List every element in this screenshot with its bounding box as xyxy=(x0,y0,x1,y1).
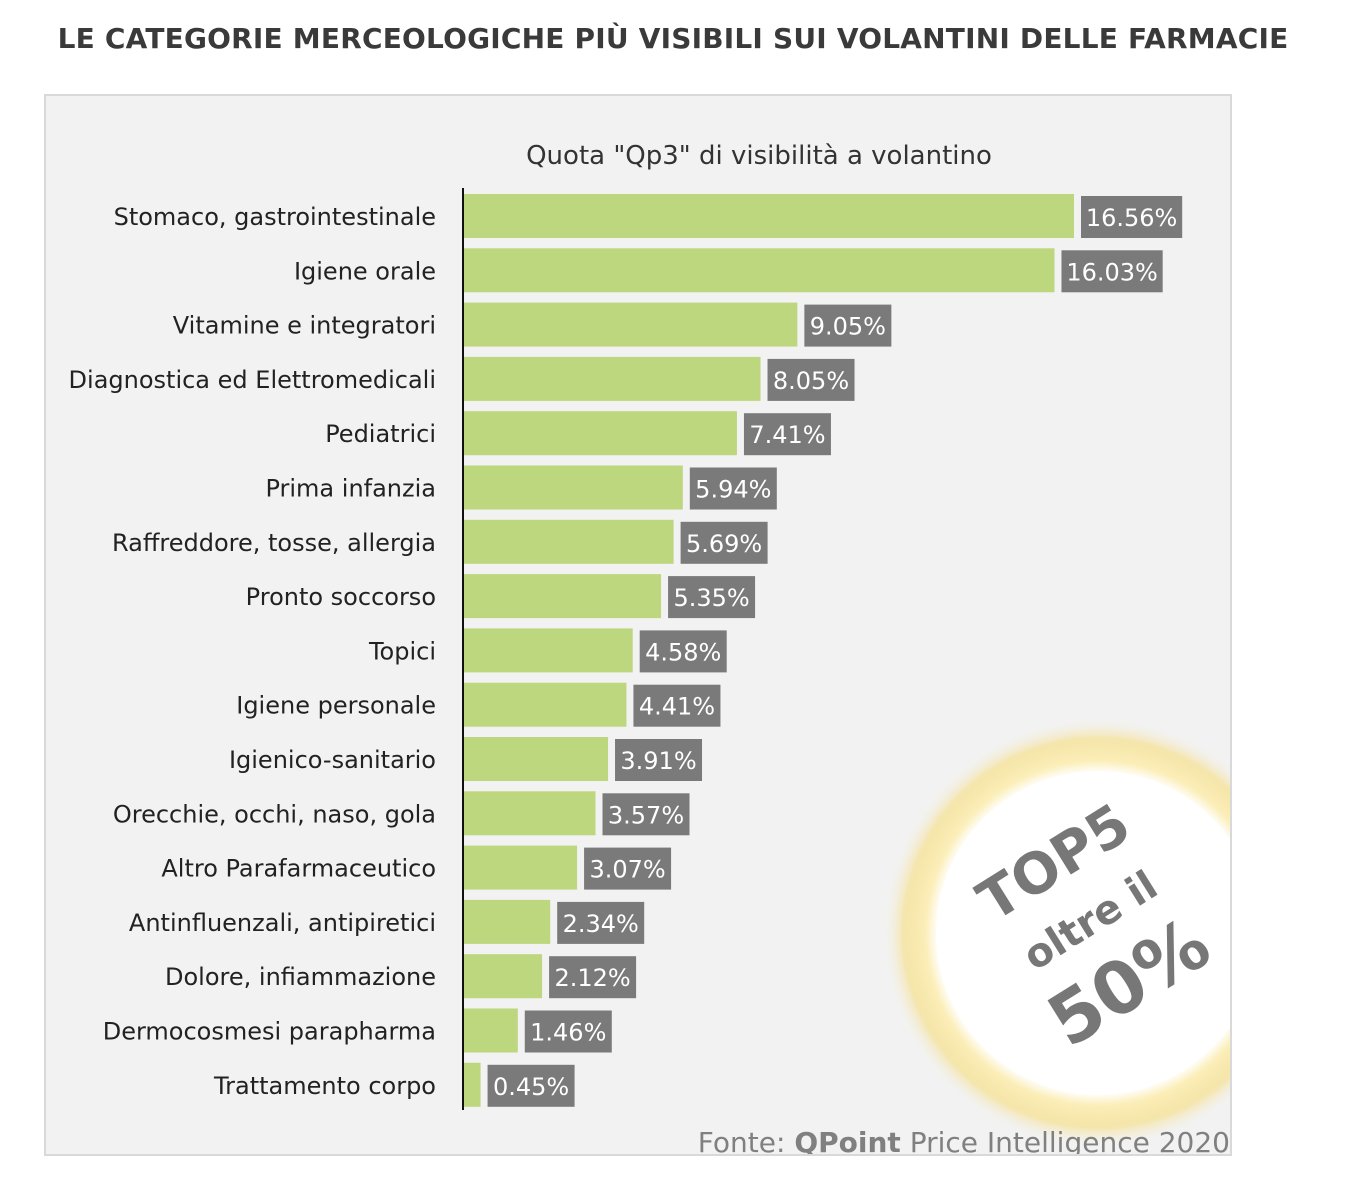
value-label-igienico-sanitario: 3.91% xyxy=(620,747,696,775)
bar-diagnostica-ed-elettromedicali xyxy=(464,356,761,401)
value-label-bg-altro-parafarmaceutico xyxy=(584,847,672,890)
value-label-igiene-personale: 4.41% xyxy=(639,693,715,721)
category-label-stomaco-gastrointestinale: Stomaco, gastrointestinale xyxy=(114,203,436,231)
bar-trattamento-corpo xyxy=(464,1062,481,1107)
value-label-bg-topici xyxy=(639,630,727,673)
bars-layer: Stomaco, gastrointestinale 16.56% Igiene o… xyxy=(69,194,1183,1107)
value-label-bg-igiene-personale xyxy=(633,684,721,727)
value-label-trattamento-corpo: 0.45% xyxy=(493,1073,569,1101)
page-title: LE CATEGORIE MERCEOLOGICHE PIÙ VISIBILI … xyxy=(57,22,1289,55)
bar-vitamine-e-integratori xyxy=(464,302,798,347)
value-label-bg-diagnostica-ed-elettromedicali xyxy=(767,358,855,401)
category-label-prima-infanzia: Prima infanzia xyxy=(265,475,436,503)
value-label-bg-dermocosmesi-parapharma xyxy=(524,1010,612,1053)
category-label-antinfluenzali-antipiretici: Antinfluenzali, antipiretici xyxy=(129,909,436,937)
category-label-altro-parafarmaceutico: Altro Parafarmaceutico xyxy=(161,855,436,883)
value-label-bg-dolore-infiammazione xyxy=(549,956,637,999)
bar-igiene-personale xyxy=(464,682,627,727)
bar-prima-infanzia xyxy=(464,465,683,510)
source-prefix: Fonte: xyxy=(698,1126,795,1154)
category-label-igiene-orale: Igiene orale xyxy=(294,257,436,285)
value-label-vitamine-e-integratori: 9.05% xyxy=(810,313,886,341)
value-label-antinfluenzali-antipiretici: 2.34% xyxy=(563,910,639,938)
value-label-bg-orecchie-occhi-naso-gola xyxy=(602,793,690,836)
value-label-diagnostica-ed-elettromedicali: 8.05% xyxy=(773,367,849,395)
value-label-bg-prima-infanzia xyxy=(689,467,777,510)
value-label-stomaco-gastrointestinale: 16.56% xyxy=(1086,204,1178,232)
bar-dolore-infiammazione xyxy=(464,954,543,999)
badge-circle xyxy=(936,771,1230,1095)
value-label-bg-raffreddore-tosse-allergia xyxy=(680,521,768,564)
category-label-diagnostica-ed-elettromedicali: Diagnostica ed Elettromedicali xyxy=(69,366,436,394)
top5-badge: TOP5 oltre il 50% xyxy=(882,717,1230,1149)
category-label-pediatrici: Pediatrici xyxy=(325,420,436,448)
bar-pronto-soccorso xyxy=(464,574,662,619)
value-label-dermocosmesi-parapharma: 1.46% xyxy=(530,1019,606,1047)
bar-antinfluenzali-antipiretici xyxy=(464,899,551,944)
value-label-bg-trattamento-corpo xyxy=(487,1064,575,1107)
bar-igiene-orale xyxy=(464,248,1055,293)
source-suffix: Price Intelligence 2020 xyxy=(901,1126,1230,1154)
bar-pediatrici xyxy=(464,411,737,456)
bar-igienico-sanitario xyxy=(464,737,609,781)
source-brand: QPoint xyxy=(794,1126,900,1154)
bar-topici xyxy=(464,628,633,673)
category-label-topici: Topici xyxy=(368,637,436,665)
value-label-pronto-soccorso: 5.35% xyxy=(673,584,749,612)
bar-dermocosmesi-parapharma xyxy=(464,1008,518,1053)
value-label-igiene-orale: 16.03% xyxy=(1066,258,1158,286)
value-label-bg-igienico-sanitario xyxy=(615,739,703,781)
category-label-pronto-soccorso: Pronto soccorso xyxy=(246,583,436,611)
bar-chart: Quota "Qp3" di visibilità a volantino St… xyxy=(69,141,1230,1154)
value-label-altro-parafarmaceutico: 3.07% xyxy=(589,856,665,884)
category-label-igienico-sanitario: Igienico-sanitario xyxy=(229,746,436,774)
chart-panel: Quota "Qp3" di visibilità a volantino St… xyxy=(44,94,1232,1156)
category-label-vitamine-e-integratori: Vitamine e integratori xyxy=(173,312,436,340)
value-label-bg-vitamine-e-integratori xyxy=(804,304,892,347)
value-label-bg-pronto-soccorso xyxy=(668,576,756,619)
value-label-dolore-infiammazione: 2.12% xyxy=(554,964,630,992)
value-label-bg-antinfluenzali-antipiretici xyxy=(557,901,645,944)
source-credit: Fonte: QPoint Price Intelligence 2020 xyxy=(698,1126,1230,1154)
value-label-raffreddore-tosse-allergia: 5.69% xyxy=(686,530,762,558)
value-label-bg-pediatrici xyxy=(743,413,831,456)
chart-title: Quota "Qp3" di visibilità a volantino xyxy=(526,141,992,171)
bar-stomaco-gastrointestinale xyxy=(464,194,1074,238)
bar-orecchie-occhi-naso-gola xyxy=(464,791,596,836)
category-label-dermocosmesi-parapharma: Dermocosmesi parapharma xyxy=(103,1018,436,1046)
value-label-orecchie-occhi-naso-gola: 3.57% xyxy=(608,801,684,829)
category-label-igiene-personale: Igiene personale xyxy=(236,692,436,720)
value-label-prima-infanzia: 5.94% xyxy=(695,476,771,504)
category-label-orecchie-occhi-naso-gola: Orecchie, occhi, naso, gola xyxy=(113,800,436,828)
value-label-pediatrici: 7.41% xyxy=(749,421,825,449)
bar-altro-parafarmaceutico xyxy=(464,845,578,890)
category-label-trattamento-corpo: Trattamento corpo xyxy=(213,1072,436,1100)
category-label-raffreddore-tosse-allergia: Raffreddore, tosse, allergia xyxy=(112,529,436,557)
value-label-topici: 4.58% xyxy=(645,638,721,666)
category-label-dolore-infiammazione: Dolore, infiammazione xyxy=(165,963,436,991)
bar-raffreddore-tosse-allergia xyxy=(464,519,674,564)
value-label-bg-igiene-orale xyxy=(1061,250,1163,293)
value-label-bg-stomaco-gastrointestinale xyxy=(1081,196,1183,238)
